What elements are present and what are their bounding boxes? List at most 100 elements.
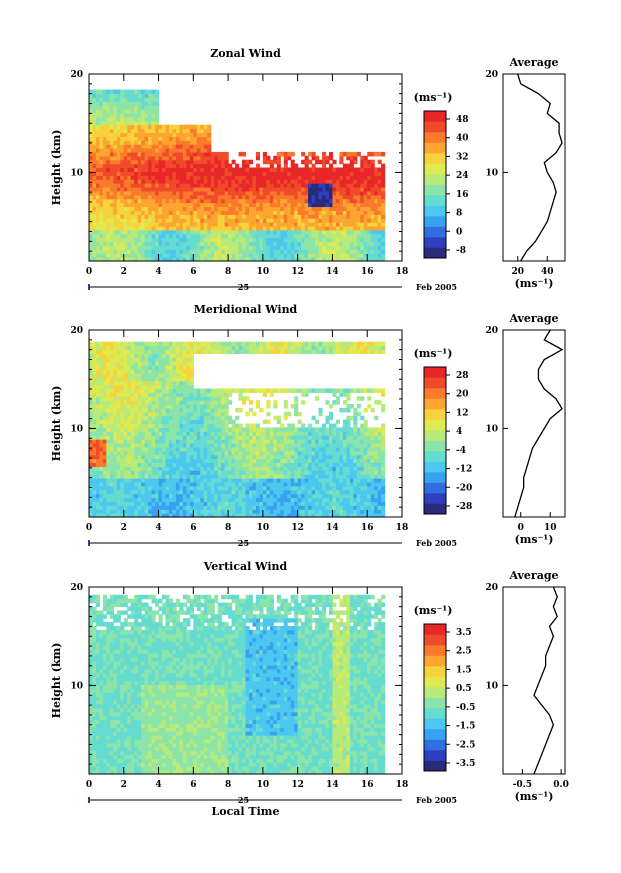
heatmap-cell (89, 132, 94, 137)
heatmap-cell (162, 481, 167, 487)
heatmap-cell (148, 151, 153, 157)
heatmap-cell (273, 478, 278, 483)
heatmap-cell (116, 392, 121, 397)
heatmap-cell (130, 151, 135, 157)
heatmap-cell (151, 249, 156, 254)
heatmap-cell (134, 136, 139, 141)
heatmap-cell (137, 442, 142, 448)
heatmap-cell (162, 210, 167, 215)
heatmap-cell (255, 450, 261, 456)
heatmap-cell (162, 396, 167, 401)
heatmap-cell (134, 198, 139, 204)
heatmap-cell (182, 442, 187, 448)
heatmap-cell (106, 361, 111, 366)
heatmap-cell (207, 458, 212, 464)
heatmap-cell (287, 229, 292, 235)
heatmap-cell (158, 404, 163, 409)
heatmap-cell (92, 431, 97, 436)
heatmap-cell (332, 171, 337, 176)
heatmap-cell (99, 400, 104, 405)
heatmap-cell (137, 497, 142, 503)
heatmap-cell (346, 179, 351, 184)
heatmap-cell (193, 245, 198, 250)
heatmap-cell (248, 435, 254, 440)
heatmap-cell (182, 245, 187, 250)
heatmap-cell (123, 218, 128, 223)
heatmap-cell (120, 233, 125, 239)
heatmap-cell (353, 175, 358, 180)
heatmap-cell (141, 392, 146, 397)
heatmap-cell (294, 253, 299, 258)
heatmap-cell (370, 253, 375, 258)
heatmap-cell (356, 210, 361, 215)
heatmap-cell (109, 513, 114, 518)
heatmap-cell (182, 233, 187, 239)
heatmap-cell (102, 372, 107, 378)
heatmap-cell (311, 241, 316, 247)
heatmap-cell (342, 186, 347, 192)
heatmap-cell (168, 257, 174, 262)
heatmap-cell (144, 353, 149, 358)
heatmap-cell (280, 175, 285, 180)
profile-y-tick-label: 10 (485, 168, 498, 178)
heatmap-cell (123, 505, 128, 510)
heatmap-cell (172, 155, 177, 161)
heatmap-cell (290, 167, 295, 172)
heatmap-cell (193, 388, 198, 393)
heatmap-cell (127, 198, 132, 204)
heatmap-cell (92, 478, 97, 483)
heatmap-cell (189, 136, 194, 141)
heatmap-cell (151, 489, 156, 495)
heatmap-cell (235, 163, 240, 169)
heatmap-cell (259, 186, 264, 192)
heatmap-cell (162, 384, 167, 390)
heatmap-cell (196, 388, 201, 393)
heatmap-cell (242, 466, 247, 471)
heatmap-cell (182, 357, 187, 362)
heatmap-cell (89, 353, 94, 358)
heatmap-cell (158, 478, 163, 483)
heatmap-cell (322, 225, 327, 231)
heatmap-cell (228, 214, 233, 219)
heatmap-cell (144, 388, 149, 393)
heatmap-cell (360, 214, 365, 219)
heatmap-cell (165, 353, 170, 358)
heatmap-cell (168, 415, 174, 421)
heatmap-cell (332, 233, 337, 239)
heatmap-cell (308, 241, 313, 247)
heatmap-cell (141, 183, 146, 188)
heatmap-cell (123, 249, 128, 254)
heatmap-cell (162, 249, 167, 254)
heatmap-cell (189, 175, 194, 180)
heatmap-cell (294, 241, 299, 247)
heatmap-cell (134, 497, 139, 503)
heatmap-cell (269, 481, 274, 487)
heatmap-cell (248, 225, 254, 231)
heatmap-cell (148, 454, 153, 460)
heatmap-cell (127, 513, 132, 518)
heatmap-cell (245, 229, 250, 235)
heatmap-cell (106, 202, 111, 208)
heatmap-cell (134, 167, 139, 172)
heatmap-cell (95, 341, 101, 347)
heatmap-cell (92, 357, 97, 362)
heatmap-cell (193, 509, 198, 514)
heatmap-cell (116, 253, 121, 258)
heatmap-cell (196, 132, 201, 137)
heatmap-cell (269, 442, 274, 448)
heatmap-cell (259, 501, 264, 506)
heatmap-cell (196, 148, 201, 153)
heatmap-cell (92, 345, 97, 351)
heatmap-cell (297, 194, 302, 200)
heatmap-cell (242, 450, 247, 456)
heatmap-cell (186, 466, 191, 471)
heatmap-cell (203, 462, 208, 467)
heatmap-cell (235, 497, 240, 503)
heatmap-cell (315, 210, 320, 215)
heatmap-cell (245, 237, 250, 243)
heatmap-cell (109, 505, 114, 510)
heatmap-cell (308, 202, 313, 208)
heatmap-cell (165, 419, 170, 425)
heatmap-cell (280, 225, 285, 231)
heatmap-cell (89, 210, 94, 215)
